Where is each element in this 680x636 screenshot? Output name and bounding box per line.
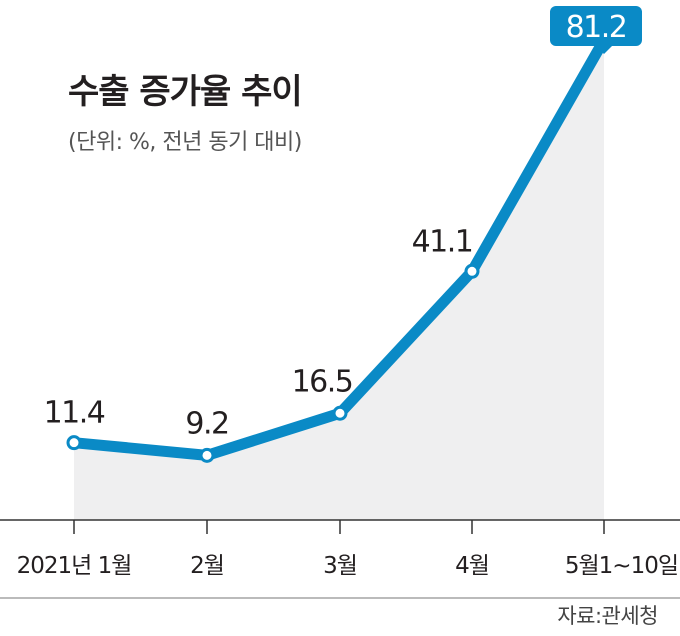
area-fill — [74, 39, 604, 520]
chart-subtitle: (단위: %, 전년 동기 대비) — [68, 130, 302, 155]
x-tick-label: 3월 — [323, 553, 357, 579]
x-tick-label: 5월1~10일 — [565, 553, 678, 579]
highlight-badge — [550, 6, 642, 46]
data-point — [66, 435, 82, 451]
source-note: 자료:관세청 — [557, 604, 658, 628]
data-point — [464, 263, 480, 279]
data-label: 81.2 — [566, 10, 627, 45]
data-label: 41.1 — [412, 224, 473, 259]
x-tick-label: 2월 — [190, 553, 224, 579]
highlight-badge-pointer — [596, 46, 612, 54]
data-label: 16.5 — [292, 364, 353, 399]
data-label: 9.2 — [185, 406, 228, 441]
x-tick-label: 4월 — [455, 553, 489, 579]
data-point — [332, 405, 348, 421]
data-point — [199, 447, 215, 463]
chart-title: 수출 증가율 추이 — [68, 72, 303, 112]
data-label: 11.4 — [44, 396, 105, 431]
x-tick-label: 2021년 1월 — [17, 553, 132, 579]
